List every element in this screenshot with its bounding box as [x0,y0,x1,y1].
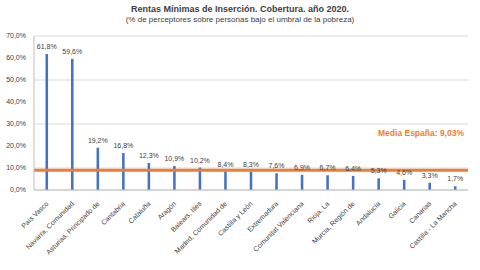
svg-text:5,3%: 5,3% [371,167,387,174]
svg-text:Andalucía: Andalucía [355,200,382,227]
svg-text:Extremadura: Extremadura [246,199,280,234]
svg-text:Navarra, Comunidad: Navarra, Comunidad [24,200,75,251]
svg-text:4,6%: 4,6% [396,169,412,176]
svg-text:20,0%: 20,0% [8,142,26,149]
svg-text:10,0%: 10,0% [8,164,26,171]
svg-text:Balears, Illes: Balears, Illes [169,199,203,234]
svg-text:0,0%: 0,0% [10,186,26,193]
svg-text:Media España: 9,03%: Media España: 9,03% [378,128,464,138]
svg-text:3,3%: 3,3% [422,172,438,179]
svg-text:60,0%: 60,0% [8,54,26,61]
svg-text:10,9%: 10,9% [164,155,184,162]
svg-text:30,0%: 30,0% [8,120,26,127]
html-text:(% de perceptores sobre person: (% de perceptores sobre personas bajo el… [125,15,355,24]
svg-text:Galicia: Galicia [387,200,407,220]
svg-text:8,4%: 8,4% [217,161,233,168]
svg-text:Madrid, Comunidad de: Madrid, Comunidad de [173,199,229,255]
svg-text:7,6%: 7,6% [269,162,285,169]
svg-text:Canarias: Canarias [408,200,433,225]
svg-text:59,6%: 59,6% [62,48,82,55]
html-text:Rentas Mínimas de Inserción. C: Rentas Mínimas de Inserción. Cobertura. … [131,4,349,14]
svg-text:Comunitat Valenciana: Comunitat Valenciana [252,200,305,253]
svg-text:Aragón: Aragón [156,200,178,222]
svg-text:12,3%: 12,3% [139,152,159,159]
svg-text:Rioja, La: Rioja, La [306,200,331,225]
svg-text:6,7%: 6,7% [320,164,336,171]
svg-text:6,9%: 6,9% [294,164,310,171]
svg-text:40,0%: 40,0% [8,98,26,105]
svg-text:Asturias, Principado de: Asturias, Principado de [45,200,102,257]
svg-text:Murcia, Región de: Murcia, Región de [311,200,357,246]
svg-text:Castilla y León: Castilla y León [216,199,254,238]
svg-text:País Vasco: País Vasco [20,199,50,230]
svg-text:8,3%: 8,3% [243,161,259,168]
svg-text:1,7%: 1,7% [447,175,463,182]
svg-text:70,0%: 70,0% [8,32,26,39]
svg-text:19,2%: 19,2% [88,137,108,144]
svg-text:61,8%: 61,8% [37,43,57,50]
svg-text:Cantabria: Cantabria [100,200,126,226]
svg-text:50,0%: 50,0% [8,76,26,83]
svg-text:Cataluña: Cataluña [127,200,152,225]
svg-text:16,8%: 16,8% [113,142,133,149]
svg-text:6,4%: 6,4% [345,165,361,172]
svg-text:Castilla - La Mancha: Castilla - La Mancha [408,200,458,250]
svg-text:10,2%: 10,2% [190,157,210,164]
